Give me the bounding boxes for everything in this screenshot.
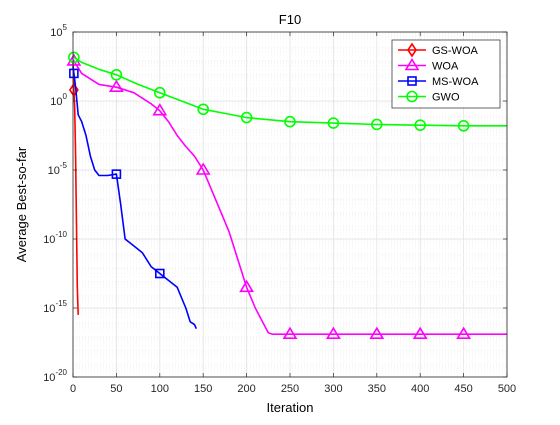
legend-item-gs-woa: GS-WOA [398,42,478,58]
series-layer [66,51,507,340]
series-line-gs-woa [72,62,79,315]
x-tick-label: 450 [454,383,472,395]
legend-marker-gs-woa [407,42,417,58]
y-tick-label: 100 [50,92,67,108]
data-point-gwo [370,118,383,131]
y-tick-base: 10 [43,234,55,246]
data-point-gwo [154,86,166,99]
legend-marker-woa [404,57,420,71]
y-tick-exponent: -20 [55,368,67,377]
x-tick-label: 500 [498,383,516,395]
y-tick-label: 10-20 [43,368,67,384]
y-tick-base: 10 [48,165,60,177]
legend-label-woa: WOA [432,61,459,73]
axes: 0 50 100 150 200 250 300 350 400 450 50010-2010-15… [43,23,516,395]
series-ms-woa [69,66,198,330]
data-point-woa [456,326,472,340]
data-point-gwo [327,117,340,129]
x-tick-label: 250 [281,383,299,395]
y-tick-label: 10-10 [43,230,67,246]
y-tick-label: 105 [50,23,67,39]
data-point-woa [239,279,255,293]
y-tick-exponent: -5 [60,161,68,170]
data-point-ms-woa [155,268,165,279]
chart-title: F10 [279,12,301,27]
data-point-ms-woa [69,68,79,79]
data-point-woa [282,326,298,340]
data-point-woa [412,326,428,340]
x-axis-label: Iteration [267,400,314,415]
data-point-woa [195,162,211,175]
data-point-gwo [197,103,209,116]
series-line-gwo [72,56,507,127]
x-tick-label: 200 [237,383,255,395]
x-tick-label: 350 [368,383,386,395]
y-tick-exponent: 5 [63,23,68,32]
y-tick-base: 10 [43,303,55,315]
y-tick-label: 10-5 [48,161,68,177]
series-woa [66,53,507,340]
legend-label-gwo: GWO [432,92,460,104]
y-tick-exponent: 0 [63,92,68,101]
data-point-gwo [68,51,80,64]
data-point-gwo [110,68,123,81]
y-tick-base: 10 [43,372,55,384]
legend-item-gwo: GWO [398,90,460,104]
y-tick-base: 10 [50,27,62,39]
data-point-ms-woa [111,169,122,179]
legend-label-gs-woa: GS-WOA [432,45,478,57]
legend-marker-gwo [406,90,418,103]
x-tick-label: 400 [411,383,429,395]
data-point-gwo [457,120,470,132]
data-point-woa [152,103,168,116]
y-axis-label: Average Best-so-far [14,146,29,262]
series-gs-woa [68,62,79,315]
data-point-woa [369,326,385,340]
x-tick-label: 300 [324,383,342,395]
x-tick-label: 150 [194,383,212,395]
data-point-gwo [240,111,253,124]
grid [72,31,508,378]
series-gwo [68,51,507,132]
legend: GS-WOA WOA MS-WOA GWO [391,39,501,109]
data-point-woa [325,326,341,340]
series-line-ms-woa [72,66,198,330]
y-tick-base: 10 [50,96,62,108]
legend-marker-ms-woa [407,76,417,86]
x-tick-label: 50 [110,383,122,395]
y-tick-label: 10-15 [43,299,67,315]
legend-item-woa: WOA [398,57,459,73]
series-line-woa [72,59,507,336]
y-tick-exponent: -15 [55,299,67,308]
data-point-gs-woa [68,82,79,98]
data-point-gwo [284,115,296,128]
x-tick-label: 0 [70,383,76,395]
x-tick-label: 100 [151,383,169,395]
y-tick-exponent: -10 [55,230,67,239]
data-point-gwo [414,119,427,131]
legend-label-ms-woa: MS-WOA [432,76,479,88]
legend-item-ms-woa: MS-WOA [398,76,479,88]
data-point-woa [108,79,124,92]
